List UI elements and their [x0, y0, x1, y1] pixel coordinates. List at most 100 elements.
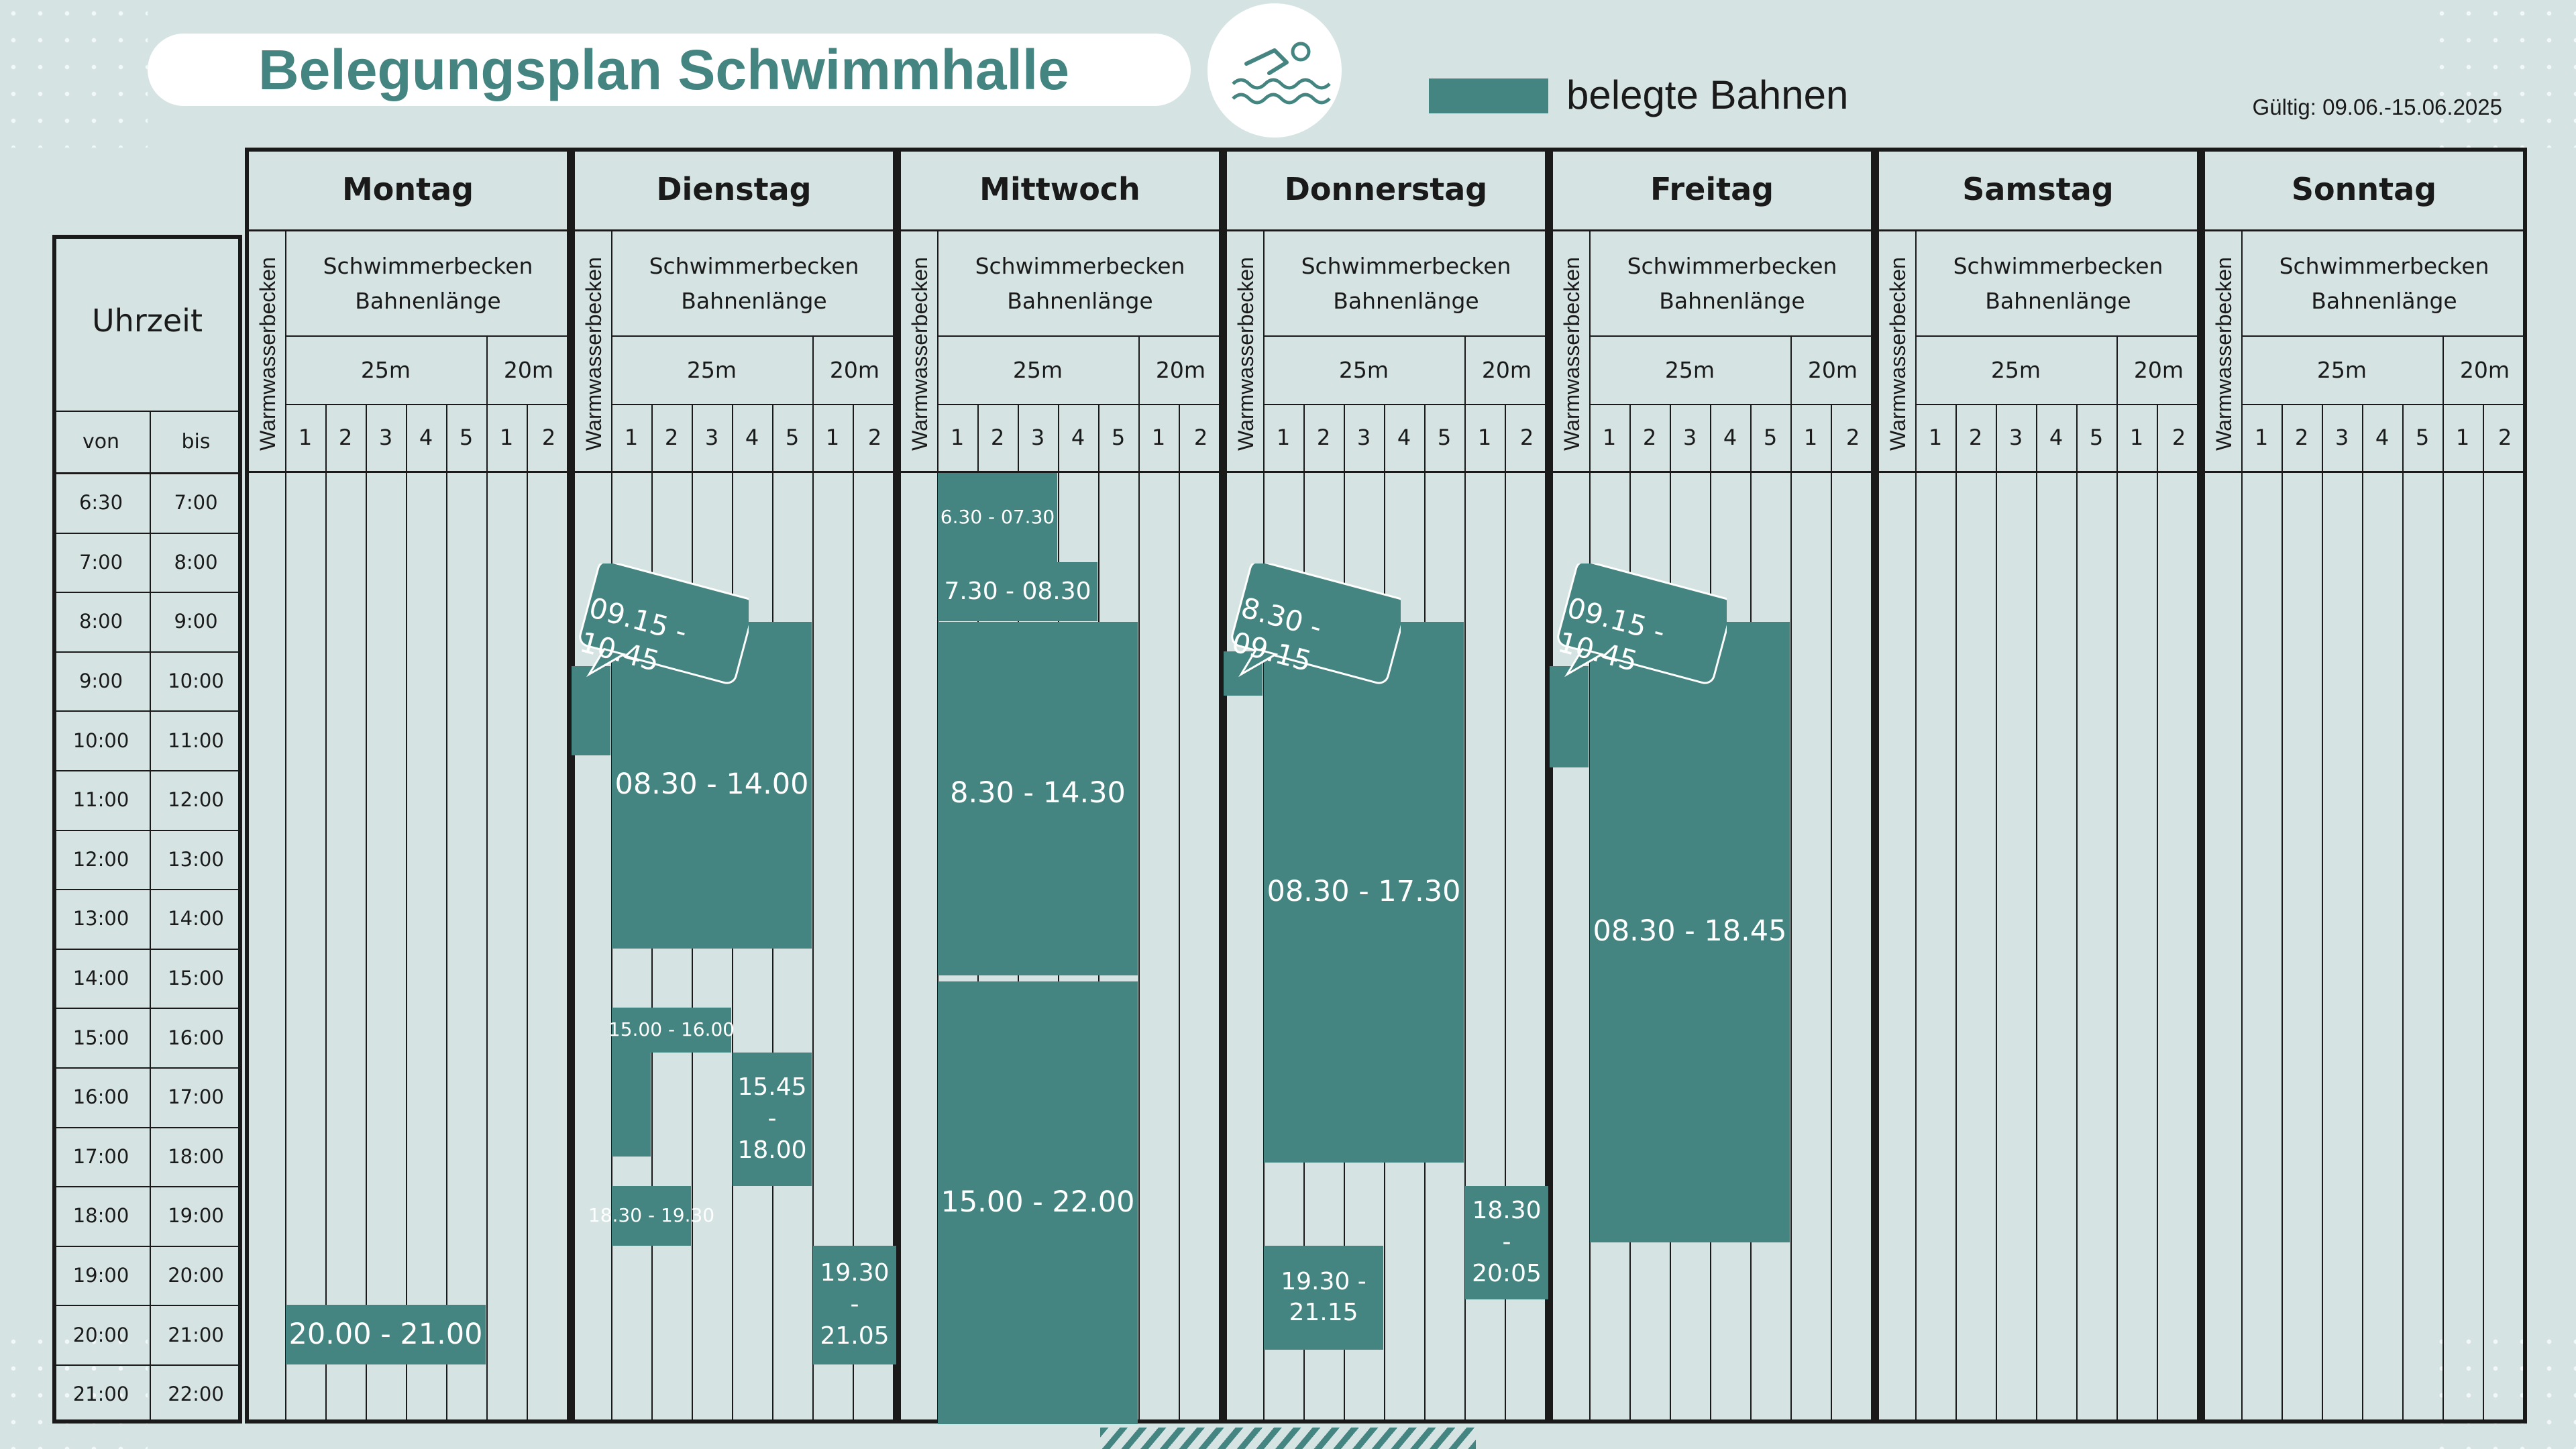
- time-row-to: 7:00: [174, 491, 218, 515]
- lane-number: 3: [378, 425, 393, 450]
- time-row-to: 11:00: [168, 729, 224, 752]
- warm-pool-text: Warmwasserbecken: [1885, 257, 1910, 451]
- warm-pool-text: Warmwasserbecken: [907, 257, 932, 451]
- pool-header-divider: [1589, 335, 1875, 337]
- lane-divider: [2116, 405, 2118, 1424]
- time-row-from: 9:00: [78, 669, 123, 693]
- time-header-divider: [52, 411, 242, 412]
- length-25m-label: 25m: [1664, 356, 1715, 383]
- pool-lane-length-label: Bahnenlänge: [1007, 287, 1153, 314]
- pool-header: Schwimmerbecken Bahnenlänge: [285, 231, 571, 335]
- day-name-divider: [2201, 229, 2527, 231]
- length-25m-label: 25m: [2316, 356, 2367, 383]
- time-row-from: 16:00: [72, 1085, 129, 1109]
- time-row-to: 22:00: [168, 1383, 224, 1406]
- pool-header-divider: [611, 335, 897, 337]
- lane-number: 4: [1071, 425, 1085, 450]
- lane-number: 1: [1928, 425, 1943, 450]
- lane-divider: [1790, 405, 1792, 1424]
- lane-number: 1: [2455, 425, 2470, 450]
- pool-header: Schwimmerbecken Bahnenlänge: [1589, 231, 1875, 335]
- warm-pool-label: Warmwasserbecken: [900, 238, 940, 470]
- booking-block: [612, 1186, 691, 1246]
- pool-name: Schwimmerbecken: [323, 253, 533, 280]
- length-split: [812, 335, 814, 404]
- day-name-divider: [1549, 229, 1875, 231]
- decor-dots-bottom-left: [0, 1328, 148, 1449]
- day-column-5: [1875, 148, 2201, 1424]
- lane-number: 3: [1356, 425, 1371, 450]
- lane-number: 2: [338, 425, 353, 450]
- lane-divider: [1138, 405, 1140, 1424]
- page-title: Belegungsplan Schwimmhalle: [258, 38, 1069, 101]
- booking-block: [938, 966, 1138, 975]
- booking-block: [938, 981, 1138, 1424]
- lane-divider: [1464, 405, 1466, 1424]
- lane-number: 5: [1763, 425, 1778, 450]
- length-split: [1464, 335, 1466, 404]
- lane-divider: [1505, 405, 1506, 1424]
- booking-label: 8.30 - 14.30: [950, 776, 1126, 810]
- booking-block: [1264, 621, 1464, 1163]
- lane-header-bottom: [2201, 471, 2527, 473]
- time-row-to: 16:00: [168, 1026, 224, 1049]
- time-row-to: 19:00: [168, 1204, 224, 1228]
- pool-name: Schwimmerbecken: [1953, 253, 2163, 280]
- lane-number: 1: [2129, 425, 2144, 450]
- booking-block: [572, 665, 610, 755]
- warm-pool-text: Warmwasserbecken: [255, 257, 280, 451]
- day-name-divider: [571, 229, 897, 231]
- lane-number: 3: [2334, 425, 2349, 450]
- pool-header-divider: [285, 335, 571, 337]
- lane-divider: [2443, 405, 2444, 1424]
- lane-number: 2: [1316, 425, 1331, 450]
- length-20m-label: 20m: [1807, 356, 1858, 383]
- time-row-to: 17:00: [168, 1085, 224, 1109]
- pool-header-divider: [1263, 335, 1549, 337]
- day-column-4: [1549, 148, 1875, 1424]
- pool-header: Schwimmerbecken Bahnenlänge: [937, 231, 1223, 335]
- lane-divider: [2076, 405, 2078, 1424]
- time-row-divider: [52, 889, 242, 891]
- lane-number: 2: [541, 425, 556, 450]
- day-column-0: [245, 148, 571, 1424]
- pool-name: Schwimmerbecken: [2279, 253, 2489, 280]
- lane-divider: [2241, 231, 2243, 1424]
- time-col-split: [150, 411, 151, 1424]
- pool-header-divider: [937, 335, 1223, 337]
- lane-divider: [1955, 405, 1957, 1424]
- lane-number: 1: [950, 425, 965, 450]
- time-to-label: bis: [181, 429, 211, 453]
- pool-lane-length-label: Bahnenlänge: [1659, 287, 1805, 314]
- booking-block: [1465, 1186, 1548, 1299]
- time-row-from: 12:00: [72, 847, 129, 871]
- warm-pool-text: Warmwasserbecken: [1559, 257, 1584, 451]
- warm-pool-label: Warmwasserbecken: [1226, 238, 1266, 470]
- lane-divider: [2402, 405, 2404, 1424]
- lane-divider: [812, 405, 814, 1424]
- time-row-to: 21:00: [168, 1323, 224, 1346]
- time-row-from: 14:00: [72, 967, 129, 990]
- lane-divider: [325, 405, 327, 1424]
- length-20m-label: 20m: [2133, 356, 2184, 383]
- lane-divider: [2322, 405, 2323, 1424]
- lane-number: 3: [2008, 425, 2023, 450]
- length-25m-label: 25m: [1338, 356, 1389, 383]
- length-25m-label: 25m: [1990, 356, 2041, 383]
- time-row-from: 21:00: [72, 1383, 129, 1406]
- warm-pool-label: Warmwasserbecken: [1552, 238, 1592, 470]
- length-split: [2443, 335, 2444, 404]
- pool-header-divider: [1915, 335, 2201, 337]
- lane-number: 4: [419, 425, 433, 450]
- time-row-from: 17:00: [72, 1144, 129, 1168]
- length-divider: [937, 404, 1223, 405]
- lane-divider: [406, 405, 407, 1424]
- lane-number: 2: [2498, 425, 2512, 450]
- warm-pool-label: Warmwasserbecken: [574, 238, 614, 470]
- decor-dots-bottom-right: [2428, 1328, 2576, 1449]
- pool-header-divider: [2241, 335, 2527, 337]
- booking-block: [612, 1052, 651, 1157]
- title-pill: [148, 34, 1191, 106]
- lane-number: 1: [1151, 425, 1166, 450]
- booking-label: 15.45 - 18.00: [737, 1073, 807, 1164]
